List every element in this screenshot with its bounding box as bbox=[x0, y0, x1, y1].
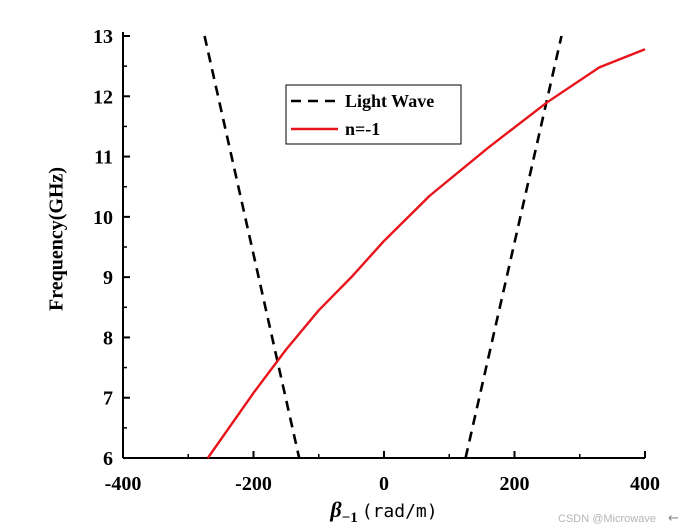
y-axis-title: Frequency(GHz) bbox=[46, 167, 68, 311]
legend: Light Wave n=-1 bbox=[286, 85, 461, 144]
legend-label-light-wave: Light Wave bbox=[345, 91, 434, 111]
x-axis-unit: (rad/m) bbox=[362, 501, 438, 522]
x-tick-label: 400 bbox=[630, 473, 660, 495]
y-tick-label: 6 bbox=[103, 448, 113, 470]
legend-label-n-minus-1: n=-1 bbox=[345, 119, 380, 139]
chart: 6 7 8 9 10 11 12 13 -400 -200 0 200 400 Light Wave n… bbox=[0, 0, 681, 531]
x-tick-label: 200 bbox=[500, 473, 530, 495]
watermark-text: CSDN @Microwave bbox=[558, 513, 656, 525]
x-axis-title: β−1 (rad/m) bbox=[329, 497, 437, 526]
x-tick-label: -200 bbox=[235, 473, 272, 495]
x-tick-label: 0 bbox=[379, 473, 389, 495]
x-axis-subscript: −1 bbox=[342, 510, 358, 526]
y-tick-label: 13 bbox=[93, 26, 113, 48]
x-tick-label: -400 bbox=[105, 473, 142, 495]
y-axis-label: Frequency(GHz) bbox=[46, 167, 68, 311]
series-light-wave-line-2 bbox=[466, 36, 562, 458]
y-tick-label: 10 bbox=[93, 207, 113, 229]
x-axis-symbol: β bbox=[329, 497, 342, 522]
y-tick-label: 7 bbox=[103, 388, 113, 410]
y-tick-label: 12 bbox=[93, 86, 113, 108]
y-tick-label: 8 bbox=[103, 327, 113, 349]
y-tick-label: 11 bbox=[94, 147, 113, 169]
y-tick-label: 9 bbox=[103, 267, 113, 289]
back-arrow-icon[interactable]: ← bbox=[668, 511, 679, 526]
